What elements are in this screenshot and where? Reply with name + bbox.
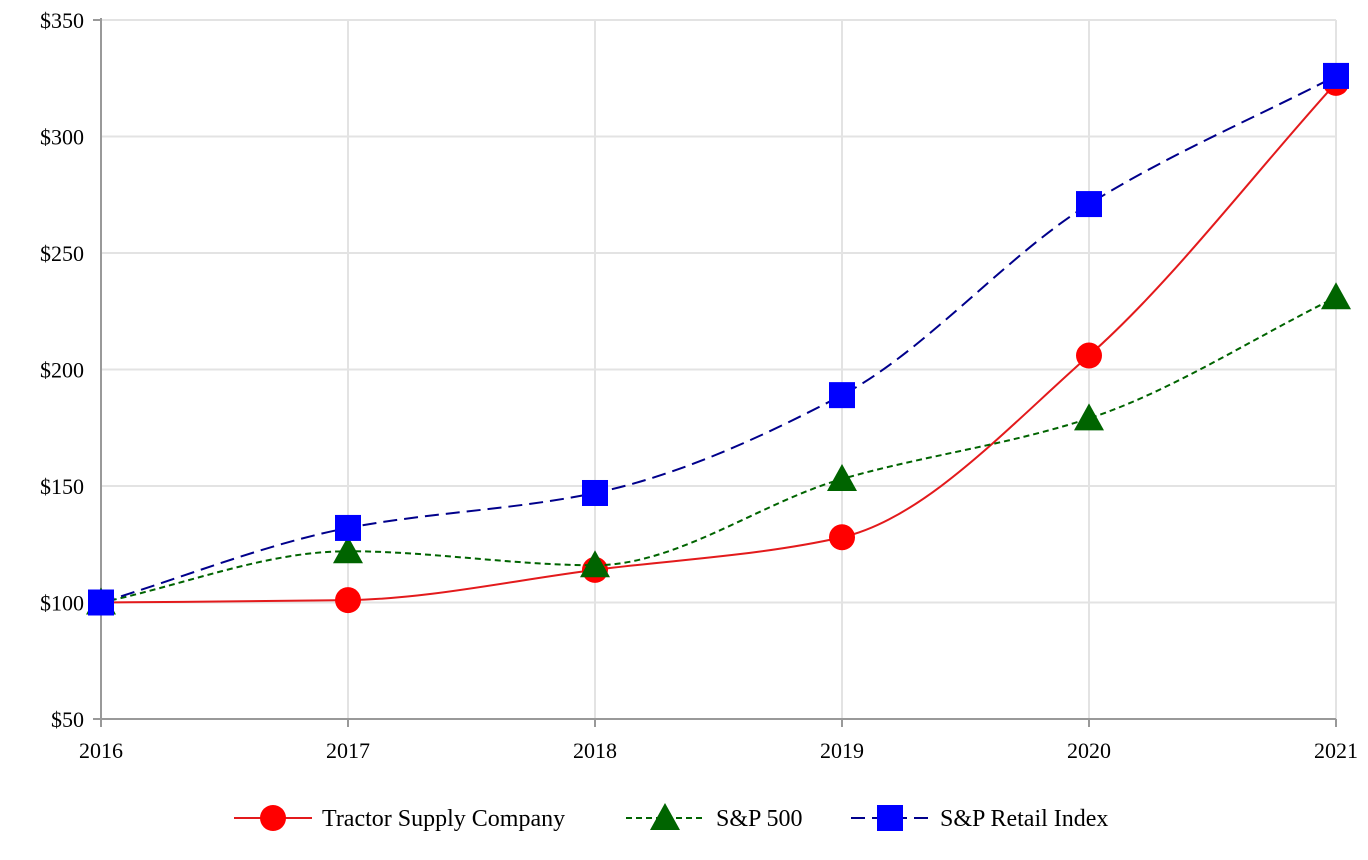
legend-item-tractor-supply-company: Tractor Supply Company <box>234 805 565 832</box>
x-tick-label: 2019 <box>820 738 864 763</box>
series-tractor-supply-company <box>88 69 1349 616</box>
x-tick-label: 2018 <box>573 738 617 763</box>
data-point-sandp-500 <box>1321 282 1351 310</box>
series-sandp-retail-index <box>88 62 1349 616</box>
grid <box>100 19 1337 719</box>
x-tick-label: 2021 <box>1314 738 1358 763</box>
data-point-sandp-500 <box>827 464 857 492</box>
data-point-sandp-500 <box>580 550 610 578</box>
y-tick-label: $250 <box>40 241 84 266</box>
data-point-sandp-500 <box>333 536 363 564</box>
legend-label-sandp-retail-index: S&P Retail Index <box>940 806 1108 832</box>
legend-item-sandp-500: S&P 500 <box>626 803 802 832</box>
x-tick-label: 2017 <box>326 738 370 763</box>
legend-item-sandp-retail-index: S&P Retail Index <box>851 805 1108 832</box>
y-tick-label: $350 <box>40 8 84 33</box>
data-point-tractor-supply-company <box>829 524 855 551</box>
series-sandp-500 <box>86 282 1351 615</box>
series-line-tractor-supply-company <box>100 82 1337 604</box>
x-tick-label: 2016 <box>79 738 123 763</box>
y-tick-label: $100 <box>40 591 84 616</box>
legend-marker-tractor-supply-company <box>260 805 286 831</box>
axes: $50 $100 $150 $200 $250 $300 $350 2016 2017 2018 2… <box>40 8 1358 763</box>
legend-marker-sandp-500 <box>650 803 680 830</box>
data-point-sandp-retail-index <box>88 589 114 616</box>
legend-label-sandp-500: S&P 500 <box>716 806 802 832</box>
legend-label-tractor-supply-company: Tractor Supply Company <box>322 806 565 832</box>
y-tick-label: $200 <box>40 358 84 383</box>
x-tick-label: 2020 <box>1067 738 1111 763</box>
data-point-sandp-retail-index <box>829 382 855 409</box>
data-point-sandp-retail-index <box>1076 191 1102 218</box>
data-point-sandp-retail-index <box>335 514 361 541</box>
y-tick-label: $300 <box>40 125 84 150</box>
data-point-sandp-500 <box>1074 403 1104 431</box>
data-point-tractor-supply-company <box>335 587 361 614</box>
legend: Tractor Supply Company S&P 500 S&P Retail … <box>234 803 1108 832</box>
series <box>86 62 1351 616</box>
y-tick-label: $50 <box>51 707 84 732</box>
legend-marker-sandp-retail-index <box>877 805 903 831</box>
series-line-sandp-retail-index <box>100 75 1337 604</box>
data-point-tractor-supply-company <box>1076 342 1102 369</box>
data-point-sandp-retail-index <box>1323 62 1349 89</box>
y-tick-label: $150 <box>40 474 84 499</box>
data-point-sandp-retail-index <box>582 479 608 506</box>
